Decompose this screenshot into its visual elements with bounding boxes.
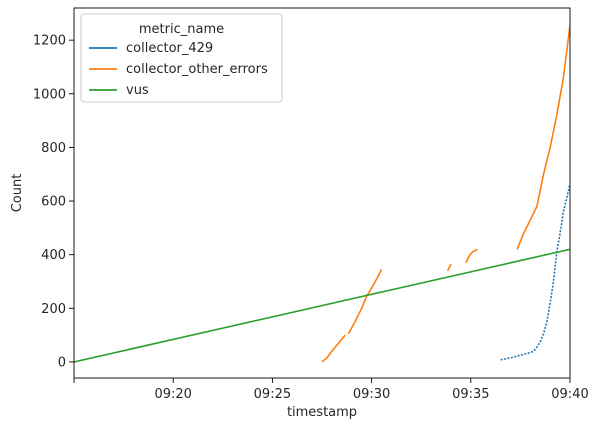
x-tick-label: 09:35: [452, 387, 489, 402]
axes-layer: 09:20 09:25 09:30 09:35 09:40 0 200 400 600 800 10…: [10, 7, 589, 420]
series-line-collector_other_errors-0: [321, 334, 346, 363]
series-line-collector_other_errors-4: [516, 25, 570, 250]
y-tick-label: 0: [58, 355, 66, 370]
legend: metric_name collector_429 collector_other_…: [80, 13, 283, 103]
legend-entry-collector_other_errors: collector_other_errors: [126, 62, 268, 77]
series-line-collector_other_errors-2: [446, 263, 452, 272]
series-line-collector_other_errors-3: [465, 248, 478, 264]
y-tick-label: 1000: [33, 87, 66, 102]
legend-title: metric_name: [139, 22, 224, 37]
x-tick-label: 09:40: [551, 387, 588, 402]
legend-entry-vus: vus: [126, 83, 149, 98]
y-tick-label: 800: [41, 141, 66, 156]
y-axis-label: Count: [10, 174, 25, 213]
series-line-collector_other_errors-1: [347, 269, 383, 335]
legend-entry-collector_429: collector_429: [126, 41, 213, 56]
legend-box: [80, 13, 283, 103]
y-tick-label: 600: [41, 195, 66, 210]
series-line-collector_429-0: [500, 183, 570, 361]
y-tick-label: 200: [41, 302, 66, 317]
series-layer: [74, 25, 570, 363]
x-tick-label: 09:25: [254, 387, 291, 402]
x-tick-label: 09:30: [353, 387, 390, 402]
y-tick-label: 400: [41, 248, 66, 263]
series-line-vus-0: [74, 248, 570, 363]
y-tick-label: 1200: [33, 34, 66, 49]
x-axis-label: timestamp: [287, 405, 357, 420]
plot-frame: [73, 7, 571, 379]
x-tick-label: 09:20: [154, 387, 191, 402]
